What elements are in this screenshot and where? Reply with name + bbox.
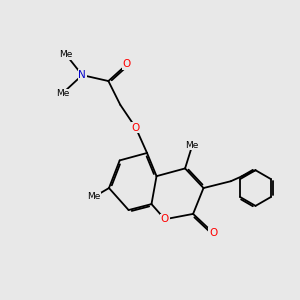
Text: O: O [161,214,169,224]
Text: O: O [209,228,217,238]
Text: Me: Me [56,89,69,98]
Text: O: O [123,59,131,69]
Text: Me: Me [185,141,199,150]
Text: Me: Me [59,50,73,59]
Text: N: N [78,70,86,80]
Text: O: O [132,123,140,133]
Text: Me: Me [87,193,100,202]
